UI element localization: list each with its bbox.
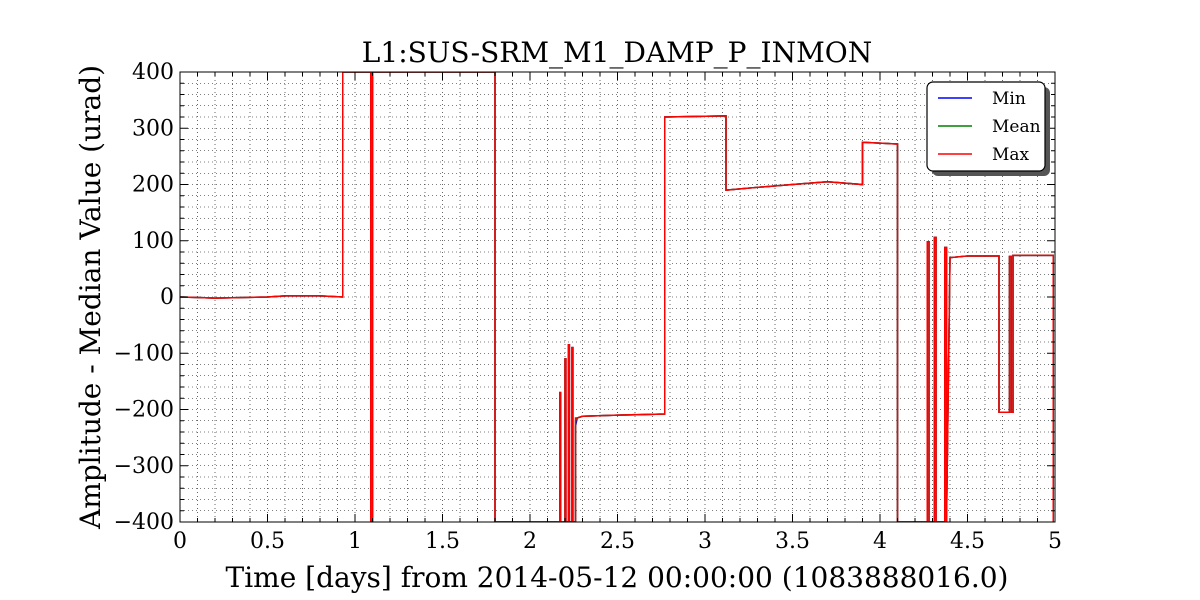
chart-title: L1:SUS-SRM_M1_DAMP_P_INMON bbox=[362, 36, 872, 69]
y-tick-label: 300 bbox=[132, 116, 174, 141]
x-tick-label: 1.5 bbox=[425, 529, 460, 554]
x-tick-label: 4 bbox=[873, 529, 887, 554]
legend-label-min: Min bbox=[992, 89, 1026, 109]
x-axis-label: Time [days] from 2014-05-12 00:00:00 (10… bbox=[226, 561, 1009, 594]
y-axis-label: Amplitude - Median Value (urad) bbox=[74, 65, 107, 530]
y-tick-label: 100 bbox=[132, 229, 174, 254]
x-tick-label: 0.5 bbox=[250, 529, 285, 554]
x-tick-label: 3 bbox=[698, 529, 712, 554]
y-tick-label: −300 bbox=[114, 454, 174, 479]
axis-ticks bbox=[179, 71, 1056, 523]
legend-box bbox=[926, 81, 1046, 172]
y-tick-label: −100 bbox=[114, 341, 174, 366]
y-tick-label: −400 bbox=[114, 510, 174, 535]
x-tick-label: 5 bbox=[1048, 529, 1062, 554]
legend-label-mean: Mean bbox=[992, 117, 1041, 137]
y-tick-label: 200 bbox=[132, 173, 174, 198]
legend: Min Mean Max bbox=[926, 81, 1050, 176]
x-tick-label: 2 bbox=[523, 529, 537, 554]
y-tick-labels: −400 −300 −200 −100 0 100 200 300 400 bbox=[114, 60, 174, 535]
series-lines bbox=[180, 72, 1054, 522]
x-tick-label: 3.5 bbox=[775, 529, 810, 554]
y-tick-label: −200 bbox=[114, 398, 174, 423]
x-tick-label: 2.5 bbox=[600, 529, 635, 554]
x-tick-label: 4.5 bbox=[950, 529, 985, 554]
y-tick-label: 0 bbox=[160, 285, 174, 310]
x-tick-label: 1 bbox=[348, 529, 362, 554]
series-line-max bbox=[180, 72, 1054, 522]
x-tick-label: 0 bbox=[173, 529, 187, 554]
y-tick-label: 400 bbox=[132, 60, 174, 85]
x-tick-labels: 0 0.5 1 1.5 2 2.5 3 3.5 4 4.5 5 bbox=[173, 529, 1062, 554]
grid-lines bbox=[179, 71, 1056, 523]
legend-label-max: Max bbox=[992, 145, 1030, 165]
